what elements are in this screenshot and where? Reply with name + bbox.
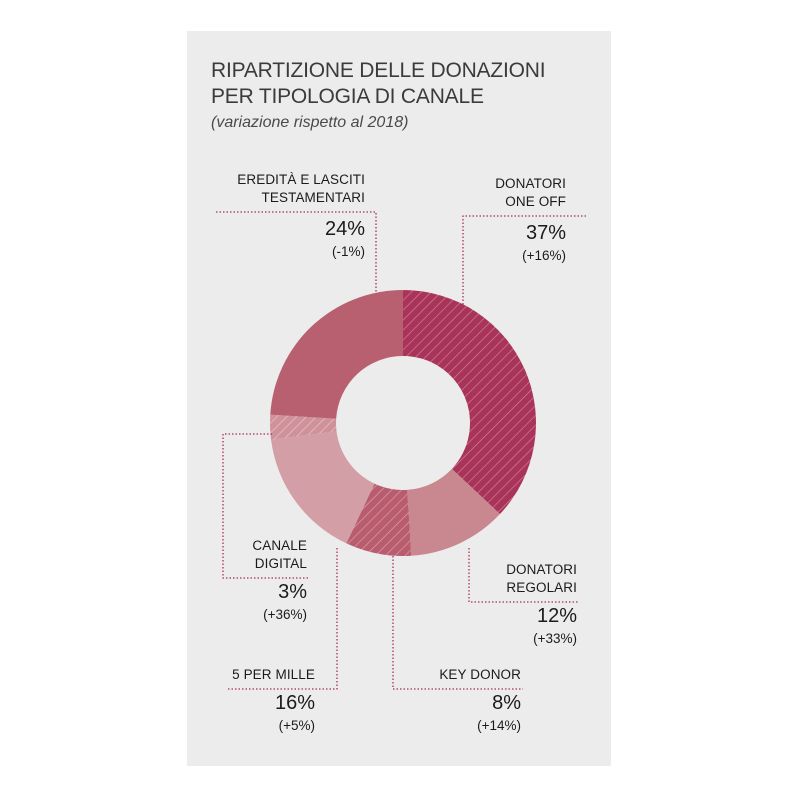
- label-eredita-pct: 24%: [324, 218, 365, 240]
- infographic-panel: [187, 31, 611, 766]
- label-per-mille-pct: 16%: [274, 692, 315, 714]
- donut-segment-eredit-e-lasciti-testamentari: [270, 290, 403, 419]
- label-key-donor-name: KEY DONOR: [439, 667, 521, 682]
- label-key-donor-pct: 8%: [492, 692, 521, 714]
- label-regolari-name-1: DONATORI: [506, 562, 577, 577]
- label-digital-change: (+36%): [263, 607, 307, 622]
- label-key-donor-change: (+14%): [477, 718, 521, 733]
- label-key-donor: KEY DONOR 8% (+14%): [439, 666, 521, 736]
- donut-segments: [270, 290, 536, 556]
- label-digital-name-1: CANALE: [252, 538, 307, 553]
- donut-segment-donatori-one-off: [403, 290, 536, 515]
- label-one-off-name-1: DONATORI: [495, 176, 566, 191]
- label-eredita-name-2: TESTAMENTARI: [261, 190, 365, 205]
- label-one-off: DONATORI ONE OFF 37% (+16%): [495, 175, 566, 266]
- label-regolari-change: (+33%): [533, 631, 577, 646]
- leader-lines: [216, 211, 586, 690]
- chart-title: RIPARTIZIONE DELLE DONAZIONI PER TIPOLOG…: [211, 58, 546, 110]
- label-one-off-pct: 37%: [525, 222, 566, 244]
- label-eredita-name-1: EREDITÀ E LASCITI: [237, 172, 365, 187]
- leader-line-key-donor: [392, 556, 523, 690]
- donut-segment-key-donor: [346, 483, 412, 556]
- label-per-mille-change: (+5%): [278, 718, 315, 733]
- label-eredita: EREDITÀ E LASCITI TESTAMENTARI 24% (-1%): [237, 171, 365, 262]
- chart-subtitle: (variazione rispetto al 2018): [211, 114, 409, 131]
- donut-segment-canale-digital: [270, 414, 337, 440]
- label-regolari-name-2: REGOLARI: [506, 580, 577, 595]
- label-digital-pct: 3%: [278, 581, 307, 603]
- title-line-1: RIPARTIZIONE DELLE DONAZIONI: [211, 59, 546, 82]
- leader-line-per-mille: [228, 548, 338, 690]
- label-per-mille-name: 5 PER MILLE: [232, 667, 315, 682]
- label-regolari-pct: 12%: [536, 605, 577, 627]
- label-one-off-name-2: ONE OFF: [505, 194, 566, 209]
- leader-line-eredita: [216, 211, 377, 293]
- leader-line-regolari: [468, 548, 579, 603]
- leader-line-digital: [222, 433, 309, 579]
- leader-line-one-off: [462, 215, 586, 305]
- label-digital-name-2: DIGITAL: [254, 556, 307, 571]
- donut-segment-5-per-mille: [271, 431, 375, 544]
- title-line-2: PER TIPOLOGIA DI CANALE: [211, 85, 484, 108]
- label-regolari: DONATORI REGOLARI 12% (+33%): [506, 561, 577, 649]
- donut-segment-donatori-regolari: [407, 468, 500, 556]
- label-eredita-change: (-1%): [332, 244, 365, 259]
- label-digital: CANALE DIGITAL 3% (+36%): [252, 537, 307, 625]
- label-one-off-change: (+16%): [522, 248, 566, 263]
- label-per-mille: 5 PER MILLE 16% (+5%): [232, 666, 315, 736]
